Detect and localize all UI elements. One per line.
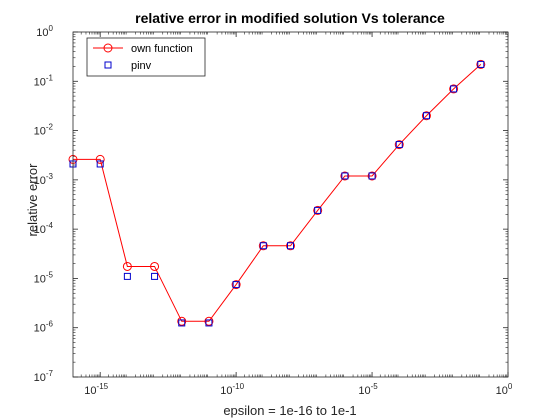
- series-point-0: [286, 241, 295, 251]
- series-point-0: [367, 171, 377, 181]
- series-point-0: [122, 261, 132, 271]
- axes-background: [73, 32, 508, 377]
- legend-marker: [104, 61, 112, 69]
- plot-area: 10-15 10-10 10-5 100 10-7 10-6 10-5 10-4 10-3 10-…: [34, 24, 513, 397]
- series-point-1: [395, 141, 403, 149]
- legend: own function pinv: [86, 37, 206, 77]
- series-point-1: [96, 160, 104, 168]
- x-tick-label: 10-10: [220, 382, 244, 397]
- series-point-1: [450, 85, 458, 93]
- series-point-1: [341, 172, 349, 180]
- series-point-0: [313, 205, 323, 215]
- series-point-1: [422, 112, 430, 120]
- axes-frame: [72, 31, 509, 378]
- series-point-0: [258, 241, 268, 251]
- x-axis-label: epsilon = 1e-16 to 1e-1: [223, 403, 356, 418]
- series-point-0: [95, 154, 105, 164]
- series-point-0: [449, 84, 459, 94]
- y-tick-label: 10-5: [34, 270, 54, 285]
- series-point-1: [314, 206, 322, 214]
- series-point-1: [232, 281, 240, 289]
- series-point-0: [476, 59, 486, 69]
- y-tick-label: 10-4: [34, 221, 54, 236]
- series-point-0: [394, 140, 404, 150]
- series-point-0: [421, 111, 431, 121]
- series-point-1: [151, 272, 159, 280]
- series-point-0: [177, 316, 187, 326]
- x-tick-label: 10-15: [84, 382, 108, 397]
- y-tick-label: 10-2: [34, 123, 54, 138]
- chart-title: relative error in modified solution Vs t…: [135, 10, 445, 26]
- series-point-1: [178, 319, 186, 327]
- series-point-1: [477, 60, 485, 68]
- series-point-1: [259, 242, 267, 250]
- series-point-0: [340, 171, 350, 181]
- series-point-1: [287, 242, 294, 250]
- series-point-1: [205, 319, 213, 327]
- legend-label: own function: [131, 43, 193, 55]
- series-point-0: [231, 280, 241, 290]
- y-tick-label: 10-7: [34, 369, 54, 384]
- y-tick-label: 10-1: [34, 73, 54, 88]
- y-tick-label: 100: [36, 24, 53, 39]
- y-tick-label: 10-6: [34, 320, 54, 335]
- legend-marker: [103, 43, 113, 53]
- x-tick-label: 10-5: [358, 382, 378, 397]
- y-tick-label: 10-3: [34, 172, 54, 187]
- series-point-1: [123, 272, 131, 280]
- series-point-1: [368, 172, 376, 180]
- y-axis-label: relative error: [25, 163, 40, 237]
- series-line-0: [73, 64, 482, 322]
- x-tick-label: 100: [496, 382, 513, 397]
- legend-label: pinv: [131, 60, 152, 72]
- series-point-0: [204, 316, 214, 326]
- series-point-0: [150, 261, 160, 271]
